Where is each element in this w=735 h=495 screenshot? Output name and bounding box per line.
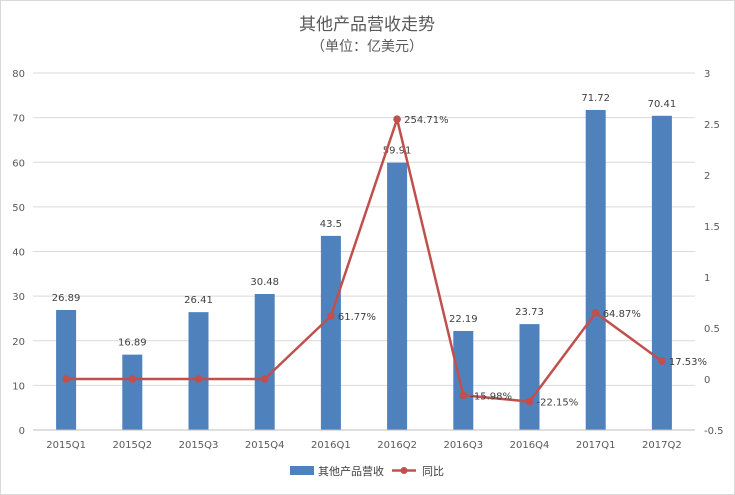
right-axis-tick-label: 0 xyxy=(704,375,710,386)
legend-bar-swatch xyxy=(290,466,314,475)
line-path xyxy=(66,117,663,403)
right-axis-tick-label: 2 xyxy=(704,171,710,182)
x-axis-tick-label: 2015Q2 xyxy=(112,440,152,451)
legend-bar-label: 其他产品营收 xyxy=(318,464,384,478)
right-axis-tick-label: 0.5 xyxy=(704,324,720,335)
line-point xyxy=(260,375,269,383)
bar xyxy=(387,162,408,431)
line-data-label: 61.77% xyxy=(338,312,376,323)
bar-data-label: 16.89 xyxy=(118,338,147,349)
right-axis-tick-label: 1.5 xyxy=(704,222,720,233)
left-axis-tick-label: 50 xyxy=(12,203,25,214)
bar-data-label: 59.91 xyxy=(383,146,412,157)
bar xyxy=(122,354,143,430)
right-axis-tick-label: 2.5 xyxy=(704,120,720,131)
line-point xyxy=(658,357,666,365)
line-data-label: -22.15% xyxy=(537,398,579,409)
bar xyxy=(188,312,209,430)
bar-data-label: 30.48 xyxy=(250,277,279,288)
line-point xyxy=(128,375,137,383)
bar xyxy=(254,293,275,430)
x-axis-tick-label: 2017Q2 xyxy=(642,440,682,451)
line-data-label: -15.98% xyxy=(470,391,512,402)
bar-data-label: 70.41 xyxy=(648,99,677,110)
x-axis: 2015Q1 2015Q2 2015Q3 2015Q4 2016Q1 2016Q2 2016… xyxy=(33,429,695,451)
legend: 其他产品营收 同比 xyxy=(290,464,444,478)
left-axis-tick-label: 20 xyxy=(12,337,25,348)
line-point xyxy=(194,375,203,383)
line-data-label: 17.53% xyxy=(669,357,707,368)
left-axis-tick-label: 30 xyxy=(12,292,25,303)
line-data-label: 254.71% xyxy=(404,115,449,126)
bar-data-label: 23.73 xyxy=(515,307,544,318)
line-point xyxy=(62,375,70,383)
bar-data-label: 22.19 xyxy=(449,314,478,325)
bar-data-label: 71.72 xyxy=(581,93,610,104)
left-axis-tick-label: 40 xyxy=(12,248,25,259)
bar xyxy=(519,324,540,430)
legend-line-label: 同比 xyxy=(422,465,444,478)
x-axis-tick-label: 2017Q1 xyxy=(576,440,616,451)
line-series: 61.77% 254.71% -15.98% -22.15% 64.87% 17.53% xyxy=(62,115,707,409)
chart-subtitle: （单位：亿美元） xyxy=(311,39,423,55)
bar xyxy=(651,115,672,430)
line-point xyxy=(525,397,534,406)
bar xyxy=(453,330,474,430)
line-point xyxy=(459,391,468,400)
x-axis-tick-label: 2015Q1 xyxy=(46,440,86,451)
chart-title: 其他产品营收走势 xyxy=(299,15,435,35)
bar-data-labels: 26.89 16.89 26.41 30.48 43.5 59.91 22.19 23.73 7… xyxy=(52,93,676,349)
left-axis-tick-label: 70 xyxy=(12,114,25,125)
left-axis-tick-label: 10 xyxy=(12,381,25,392)
legend-line-marker xyxy=(400,467,408,474)
line-data-label: 64.87% xyxy=(603,309,641,320)
bar-series xyxy=(56,109,672,431)
x-axis-tick-label: 2016Q1 xyxy=(311,440,351,451)
x-axis-tick-label: 2016Q4 xyxy=(510,440,550,451)
left-axis-tick-label: 0 xyxy=(19,426,25,437)
line-point xyxy=(327,312,335,320)
x-axis-tick-label: 2016Q2 xyxy=(377,440,417,451)
left-axis-tick-label: 60 xyxy=(12,158,25,169)
right-axis-tick-label: 1 xyxy=(704,273,710,284)
right-axis-tick-label: -0.5 xyxy=(704,426,724,437)
right-axis: -0.5 0 0.5 1 1.5 2 2.5 3 xyxy=(704,69,724,437)
left-axis-tick-label: 80 xyxy=(12,69,25,80)
line-point xyxy=(393,115,401,123)
bar-data-label: 26.41 xyxy=(184,295,213,306)
line-point xyxy=(591,309,600,317)
x-axis-tick-label: 2016Q3 xyxy=(443,440,483,451)
x-axis-tick-label: 2015Q4 xyxy=(245,440,285,451)
bar-data-label: 43.5 xyxy=(320,219,342,230)
bar xyxy=(56,310,77,430)
bar xyxy=(320,235,341,430)
bar xyxy=(585,109,606,431)
x-axis-tick-label: 2015Q3 xyxy=(179,440,219,451)
right-axis-tick-label: 3 xyxy=(704,69,710,80)
bar-data-label: 26.89 xyxy=(52,293,81,304)
left-axis: 0 10 20 30 40 50 60 70 80 xyxy=(12,69,25,437)
